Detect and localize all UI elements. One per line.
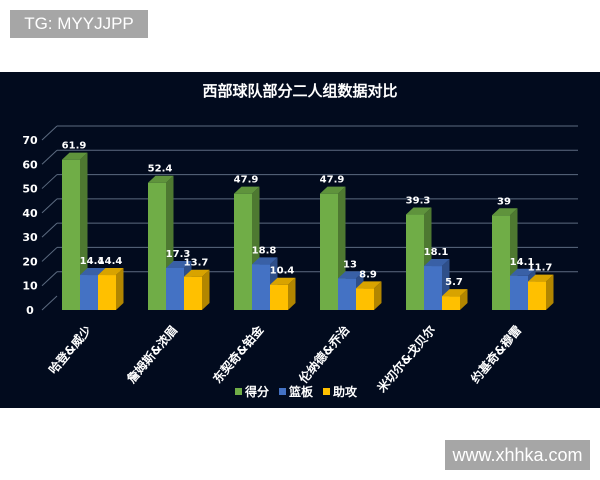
x-tick-label: 东契奇&铂金 [210, 322, 267, 386]
bar [62, 159, 80, 310]
data-label: 5.7 [445, 277, 463, 288]
bar-top [184, 269, 210, 277]
bar-top [356, 281, 382, 289]
bar [184, 276, 202, 310]
bar-top [442, 289, 468, 297]
y-tick-label: 70 [22, 134, 38, 147]
bar [148, 182, 166, 310]
y-tick-label: 40 [22, 207, 38, 220]
data-label: 61.9 [62, 141, 87, 152]
bar-top [98, 268, 124, 276]
bar [234, 193, 252, 310]
bar [492, 215, 510, 310]
bar [406, 214, 424, 310]
x-tick-label: 米切尔&戈贝尔 [374, 322, 439, 395]
bar [166, 267, 184, 310]
bar [356, 288, 374, 310]
gridline-diagonal [41, 247, 58, 262]
data-label: 39.3 [406, 196, 431, 207]
gridline-diagonal [41, 198, 58, 214]
gridline-diagonal [41, 125, 58, 141]
x-tick-label: 哈登&威少 [45, 322, 94, 376]
gridline-diagonal [41, 295, 58, 311]
data-label: 13.7 [184, 258, 209, 269]
bar-top [148, 175, 174, 183]
gridline-diagonal [41, 271, 58, 287]
legend-label: 助攻 [333, 384, 358, 399]
data-label: 39 [497, 196, 511, 207]
bar [510, 275, 528, 310]
data-label: 18.1 [424, 247, 449, 258]
bar [424, 266, 442, 310]
gridline-diagonal [41, 149, 58, 165]
bar-side [288, 277, 296, 310]
data-label: 17.3 [166, 249, 191, 260]
data-label: 14.1 [510, 257, 535, 268]
bar-side [546, 274, 554, 310]
chart-panel: 西部球队部分二人组数据对比 0 10 20 30 40 50 60 70 61.9 14.4 14.… [0, 72, 600, 408]
y-tick-label: 10 [22, 280, 38, 293]
data-label: 18.8 [252, 245, 277, 256]
bar-top [492, 208, 518, 216]
bar-top [252, 257, 278, 265]
x-tick-label: 伦纳德&乔治 [296, 322, 353, 386]
bar-top [270, 277, 296, 285]
y-tick-label: 60 [22, 158, 38, 171]
watermark-top-left: TG: MYYJJPP [10, 10, 148, 38]
gridline-diagonal [41, 222, 58, 238]
bar [252, 264, 270, 310]
bar-side [116, 268, 124, 310]
x-tick-label: 詹姆斯&浓眉 [124, 322, 181, 386]
legend-label: 得分 [244, 384, 269, 399]
bar-side [374, 281, 382, 310]
bar [528, 281, 546, 310]
legend-label: 篮板 [288, 384, 314, 399]
y-tick-label: 30 [22, 231, 38, 244]
legend-swatch [323, 388, 330, 395]
gridline-diagonal [41, 174, 58, 189]
bar-top [424, 259, 450, 267]
bar [320, 193, 338, 310]
bar-top [166, 260, 192, 268]
chart-title: 西部球队部分二人组数据对比 [202, 82, 397, 100]
bar-top [338, 271, 364, 279]
bar-top [234, 186, 260, 194]
data-label: 47.9 [320, 175, 345, 186]
y-tick-label: 20 [22, 255, 38, 268]
data-label: 8.9 [359, 269, 377, 280]
bar [270, 284, 288, 310]
bar-side [460, 289, 468, 310]
data-label: 14.4 [80, 256, 105, 267]
bar-side [202, 269, 210, 310]
data-label: 11.7 [528, 263, 553, 274]
data-label: 14.4 [98, 256, 123, 267]
bar [80, 275, 98, 310]
bar-top [320, 186, 346, 194]
data-label: 52.4 [148, 164, 173, 175]
watermark-bottom-right: www.xhhka.com [445, 440, 590, 470]
legend-swatch [279, 388, 286, 395]
bar-top [510, 268, 536, 276]
bar-top [62, 152, 88, 160]
bar-top [80, 268, 106, 276]
legend-swatch [235, 388, 242, 395]
x-tick-label: 约基奇&穆雷 [468, 322, 525, 386]
data-label: 13 [343, 259, 357, 270]
bar [98, 275, 116, 310]
data-label: 10.4 [270, 266, 295, 277]
bar-top [406, 207, 432, 215]
bar-top [528, 274, 554, 282]
data-label: 47.9 [234, 175, 259, 186]
bar [442, 296, 460, 310]
y-tick-label: 50 [22, 183, 38, 196]
y-tick-label: 0 [26, 304, 34, 317]
bar [338, 278, 356, 310]
